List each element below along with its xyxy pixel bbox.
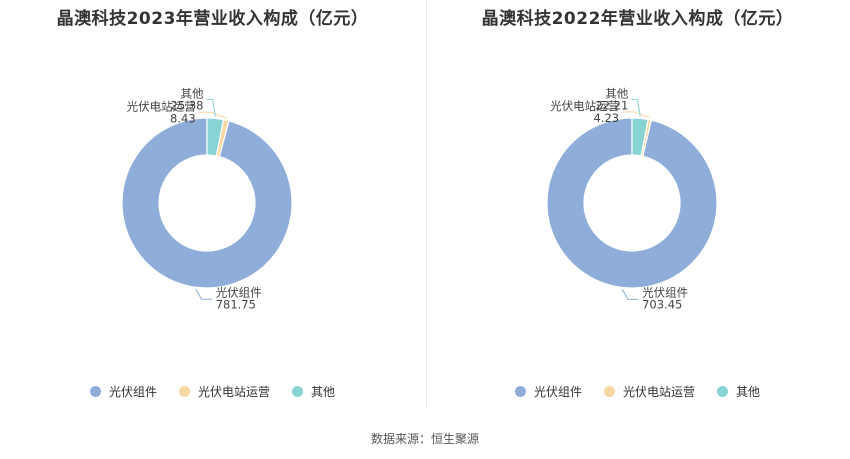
legend-dot-icon bbox=[603, 386, 615, 397]
legend: 光伏组件 光伏电站运营 其他 bbox=[0, 383, 425, 400]
slice-other[interactable] bbox=[206, 117, 225, 157]
divider bbox=[426, 0, 427, 408]
leader-line-other bbox=[206, 98, 216, 117]
legend-label: 光伏电站运营 bbox=[622, 385, 695, 399]
chart-title: 晶澳科技2023年营业收入构成（亿元） bbox=[56, 9, 369, 29]
category-label-other: 其他 bbox=[605, 86, 628, 100]
legend-item-power-station[interactable]: 光伏电站运营 bbox=[178, 383, 270, 400]
legend-label: 光伏组件 bbox=[108, 385, 157, 399]
category-label-power-station: 光伏电站运营 bbox=[550, 99, 619, 113]
leader-line-other bbox=[631, 98, 641, 117]
value-label-power-station: 8.43 bbox=[170, 111, 196, 125]
leader-line-power-station bbox=[198, 111, 227, 119]
slice-other[interactable] bbox=[631, 117, 649, 157]
legend-item-other[interactable]: 其他 bbox=[292, 383, 335, 400]
legend-label: 光伏电站运营 bbox=[197, 385, 270, 399]
value-label-other: 22.21 bbox=[595, 98, 628, 112]
legend-item-other[interactable]: 其他 bbox=[717, 383, 760, 400]
legend-label: 其他 bbox=[311, 385, 336, 399]
value-label-modules: 703.45 bbox=[642, 297, 682, 311]
legend-dot-icon bbox=[178, 386, 190, 397]
value-label-modules: 781.75 bbox=[216, 297, 256, 311]
legend-dot-icon bbox=[717, 386, 728, 397]
leader-line-modules bbox=[621, 289, 639, 300]
value-label-power-station: 4.23 bbox=[593, 111, 619, 125]
chart-panel-2022: 晶澳科技2022年营业收入构成（亿元） 光伏组件 703.45 光伏电站运营 4.23… bbox=[425, 0, 850, 410]
value-label-other: 25.38 bbox=[171, 98, 204, 112]
legend-label: 其他 bbox=[736, 385, 761, 399]
legend-item-modules[interactable]: 光伏组件 bbox=[89, 383, 157, 400]
category-label-power-station: 光伏电站运营 bbox=[127, 99, 196, 113]
category-label-modules: 光伏组件 bbox=[216, 285, 262, 299]
legend-dot-icon bbox=[89, 386, 101, 397]
legend-label: 光伏组件 bbox=[533, 385, 582, 399]
chart-title: 晶澳科技2022年营业收入构成（亿元） bbox=[481, 9, 794, 29]
leader-line-power-station bbox=[622, 111, 651, 119]
category-label-modules: 光伏组件 bbox=[642, 285, 688, 299]
slice-modules[interactable] bbox=[121, 117, 293, 289]
data-source: 数据来源：恒生聚源 bbox=[370, 432, 479, 446]
chart-panel-2023: 晶澳科技2023年营业收入构成（亿元） 光伏组件 781.75 光伏电站运营 8.43… bbox=[0, 0, 425, 410]
legend-dot-icon bbox=[292, 386, 303, 397]
legend-dot-icon bbox=[514, 386, 526, 397]
legend: 光伏组件 光伏电站运营 其他 bbox=[425, 383, 850, 400]
leader-line-modules bbox=[195, 289, 212, 300]
legend-item-modules[interactable]: 光伏组件 bbox=[514, 383, 582, 400]
slice-modules[interactable] bbox=[546, 117, 718, 289]
category-label-other: 其他 bbox=[180, 86, 203, 100]
legend-item-power-station[interactable]: 光伏电站运营 bbox=[603, 383, 695, 400]
